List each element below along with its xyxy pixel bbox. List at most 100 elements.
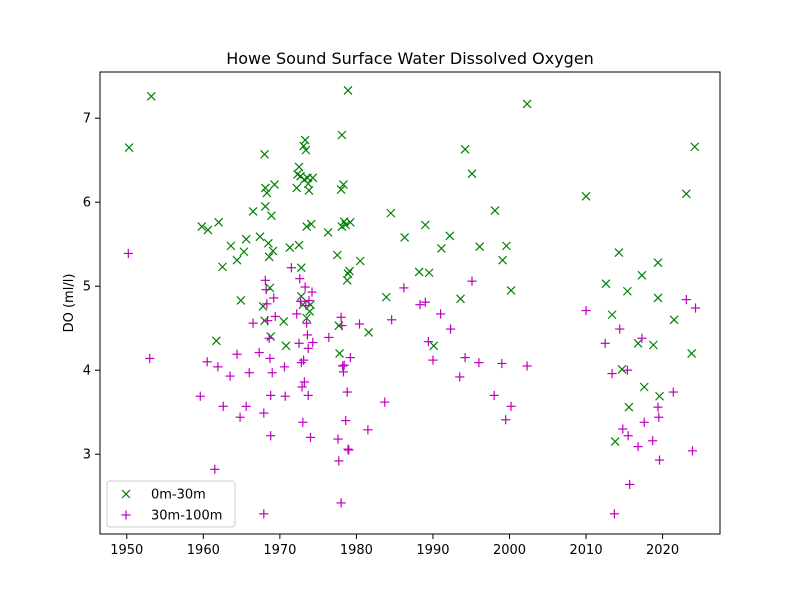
data-point-shallow [381,292,391,302]
data-point-shallow [262,188,272,198]
data-point-shallow [241,234,251,244]
data-point-deep [445,324,456,334]
data-point-shallow [323,228,333,237]
data-point-deep [295,296,306,306]
data-point-shallow [345,266,354,276]
data-point-shallow [607,310,617,320]
x-tick-label: 1970 [263,543,296,558]
data-point-deep [615,324,625,334]
data-point-deep [467,276,477,286]
data-point-shallow [681,189,691,199]
data-point-shallow [211,336,221,346]
data-point-shallow [386,208,396,218]
data-point-shallow [308,173,318,183]
data-point-deep [333,434,343,444]
data-point-shallow [337,130,347,140]
data-point-deep [248,318,258,328]
data-point-deep [622,365,632,375]
data-point-deep [302,318,312,328]
data-point-shallow [239,247,249,257]
data-point-deep [625,479,635,490]
data-point-deep [225,371,235,381]
data-point-shallow [338,180,348,189]
data-point-deep [213,362,223,372]
data-point-deep [654,455,665,465]
data-point-deep [489,390,499,400]
data-point-shallow [502,241,511,251]
data-point-deep [354,319,365,329]
data-point-deep [218,401,228,411]
data-point-deep [648,436,658,446]
x-tick-label: 2010 [570,543,603,558]
legend-marker-shallow [121,489,131,499]
data-point-deep [681,295,691,305]
data-point-shallow [345,217,355,227]
data-point-shallow [304,186,314,195]
data-point-deep [687,446,698,456]
plot-marks [123,86,701,519]
data-point-deep [241,401,251,411]
data-point-deep [299,377,309,387]
data-point-shallow [633,338,643,348]
data-point-deep [633,442,643,452]
y-tick-label: 4 [83,364,91,379]
data-point-deep [303,390,313,400]
data-point-shallow [460,144,470,154]
data-point-deep [639,417,649,427]
data-point-shallow [260,149,269,159]
x-tick-label: 2000 [493,543,526,558]
data-point-shallow [267,211,276,221]
data-point-shallow [299,141,309,151]
data-point-shallow [637,270,647,280]
data-point-deep [339,360,349,370]
data-point-shallow [690,142,700,152]
data-point-deep [301,300,311,311]
data-point-deep [299,355,309,365]
data-point-shallow [429,341,439,351]
x-tick-label: 1980 [340,543,373,558]
data-point-shallow [653,293,663,303]
data-point-shallow [687,348,697,358]
data-point-deep [269,293,279,303]
data-point-deep [286,263,296,273]
data-point-deep [653,402,663,412]
data-point-deep [338,367,349,377]
data-point-deep [279,362,290,372]
data-point-shallow [655,391,664,401]
data-point-deep [618,424,628,434]
data-point-deep [263,316,273,326]
data-point-shallow [294,162,304,172]
data-point-shallow [617,364,627,374]
data-point-deep [307,287,317,297]
data-point-deep [202,357,212,367]
data-point-shallow [248,207,258,216]
data-point-shallow [255,232,265,242]
x-tick-label: 2020 [646,543,679,558]
legend-marker-deep [121,510,131,520]
data-point-shallow [475,242,485,252]
x-tick-label: 1960 [187,543,220,558]
data-point-deep [336,312,346,322]
data-point-shallow [420,220,430,230]
data-point-deep [460,353,470,363]
data-point-shallow [639,382,649,392]
data-point-shallow [197,222,207,231]
data-point-deep [337,321,347,331]
x-tick-label: 1990 [416,543,449,558]
y-axis: 3 4 5 6 7 [83,112,100,463]
data-point-shallow [265,283,275,293]
data-point-deep [363,425,373,435]
data-point-shallow [624,402,634,412]
data-point-shallow [281,341,291,351]
data-point-deep [428,355,438,365]
x-tick-label: 1950 [110,543,143,558]
data-point-shallow [306,219,316,229]
data-point-deep [474,358,484,368]
data-point-shallow [581,191,591,201]
legend-label: 0m-30m [151,488,206,503]
data-point-deep [455,372,465,382]
data-point-deep [267,368,277,378]
data-point-shallow [341,220,351,230]
data-point-deep [294,338,304,348]
